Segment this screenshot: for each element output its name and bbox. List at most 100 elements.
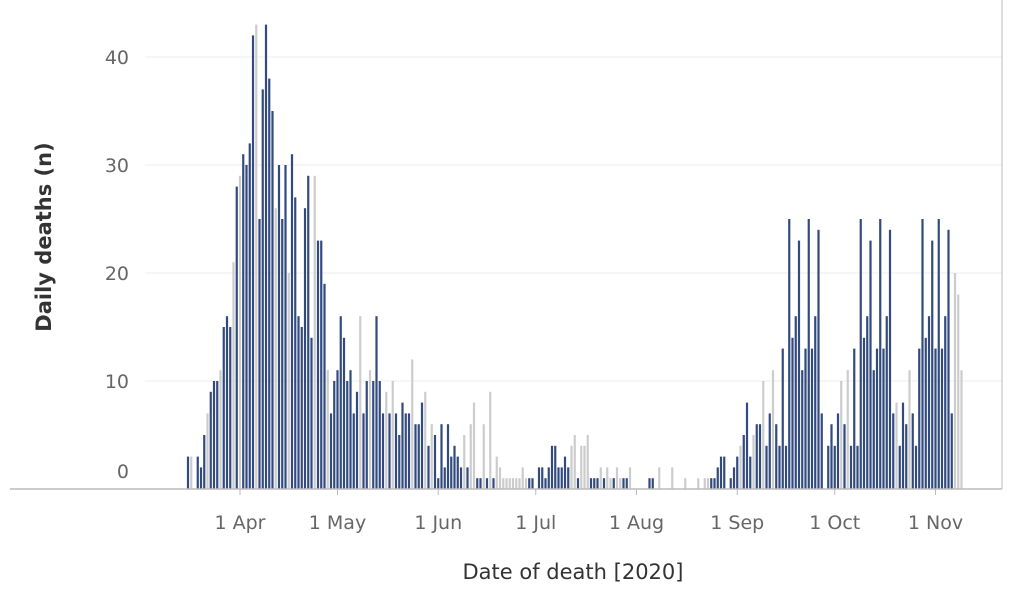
bar [739,445,742,489]
bar [502,478,505,489]
x-tick-label: 1 Nov [908,512,963,534]
bar [836,413,840,489]
bar [937,219,940,489]
bar [498,467,502,489]
bar [853,348,856,489]
bar [446,424,450,489]
bar [297,316,300,489]
bar [524,478,528,489]
bar [203,435,206,489]
bar [589,478,593,489]
bar [349,370,352,489]
bar [697,478,700,489]
bar [362,413,365,489]
bar [333,381,336,489]
bar [394,413,398,489]
x-tick-label: 1 Aug [609,512,664,534]
primary-series [186,24,953,490]
bar [352,413,355,489]
bar [531,478,534,489]
bar [414,424,417,489]
bar [765,445,768,489]
bar [466,467,469,489]
x-tick-label: 1 Jun [414,512,462,534]
bar [849,445,853,489]
bar [329,413,333,489]
bar [934,348,937,489]
bar [398,435,401,489]
bar [911,413,914,489]
bar [723,456,726,489]
bar [827,445,830,489]
bar [401,402,404,489]
bar [771,370,775,489]
bar [355,391,359,489]
y-tick-label: 0 [117,461,129,483]
bar [459,467,463,489]
bar [385,391,388,489]
bar [479,478,482,489]
bar [281,219,284,489]
x-axis-title: Date of death [2020] [463,560,684,584]
bar [788,219,791,489]
bar [544,478,547,489]
bar [222,327,225,489]
bar [651,478,654,489]
bar [648,478,651,489]
bar [609,478,612,489]
bar [950,413,953,489]
bar [550,445,554,489]
bar [872,370,875,489]
bar [573,435,576,489]
bar [775,424,778,489]
bar [492,478,495,489]
bar [420,402,424,489]
secondary-series [190,24,963,490]
bar [232,262,235,489]
bar [326,370,329,489]
bar [927,316,931,489]
bar [606,467,609,489]
bar [287,273,290,489]
bar [947,229,950,490]
bar [303,208,307,489]
bar [264,24,268,489]
bar [508,478,511,489]
bar [489,391,492,489]
bar [472,402,476,489]
bar [511,478,515,489]
bar [235,186,238,489]
bar [619,478,622,489]
bar [255,24,258,489]
bar [716,467,719,489]
bar [190,456,193,489]
bar [749,456,752,489]
bar [671,467,674,489]
bar [229,327,232,489]
bar [791,337,794,489]
bar [277,165,281,489]
bar [381,413,385,489]
bar [628,467,632,489]
bar [567,467,570,489]
bar [212,381,216,489]
y-tick-label: 30 [105,155,129,177]
bar [258,219,261,489]
bar [866,316,869,489]
bar [918,348,921,489]
bar [430,424,433,489]
bar [284,165,287,489]
bar [931,240,934,489]
bar [450,456,453,489]
bar [888,229,892,490]
bar [518,478,521,489]
bar [307,175,310,490]
bar [541,467,544,489]
bar [742,435,745,489]
bar [706,478,710,489]
bar [433,435,437,489]
bar [752,435,755,489]
bar [528,478,531,489]
bar [186,456,190,489]
